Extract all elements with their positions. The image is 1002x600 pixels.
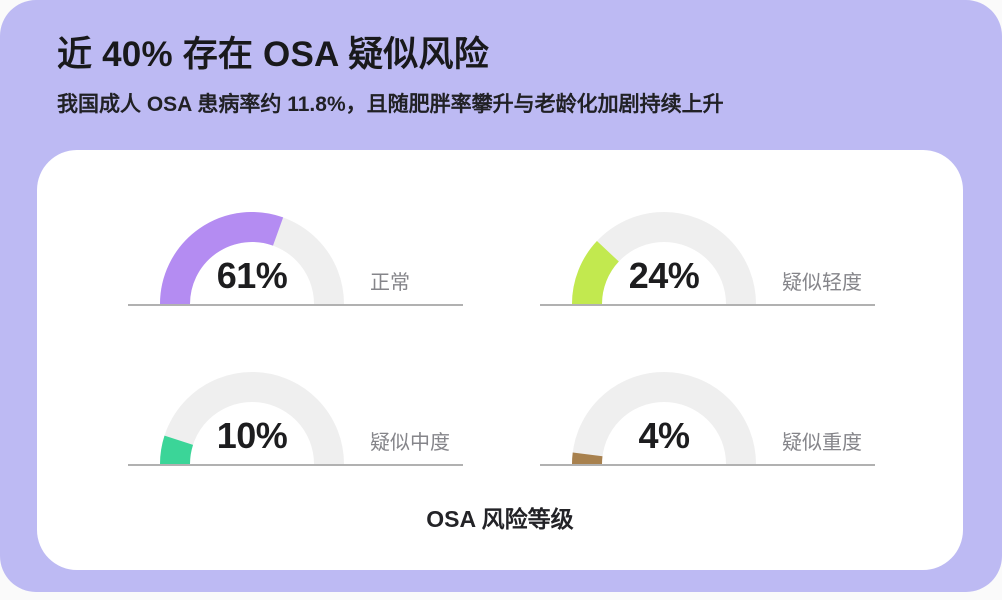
gauge-label: 疑似重度	[782, 432, 862, 454]
chart-caption: OSA 风险等级	[426, 506, 574, 532]
gauge-value: 61%	[216, 255, 288, 296]
gauge-arc-suspected-mild	[572, 212, 756, 304]
page-title: 近 40% 存在 OSA 疑似风险	[57, 35, 489, 74]
gauge-value: 24%	[628, 255, 700, 296]
gauge-label: 疑似中度	[370, 432, 450, 454]
gauge-value: 10%	[216, 415, 288, 456]
gauge-label: 正常	[370, 272, 410, 294]
gauge-arc-suspected-severe	[572, 372, 756, 464]
gauge-unit-suspected-moderate: 10% 疑似中度	[128, 372, 463, 466]
page-subtitle: 我国成人 OSA 患病率约 11.8%，且随肥胖率攀升与老龄化加剧持续上升	[57, 93, 724, 116]
gauge-arc-normal	[160, 212, 344, 304]
gauge-unit-suspected-severe: 4% 疑似重度	[540, 372, 875, 466]
gauge-card: 61% 正常 24% 疑似轻度 10% 疑似中度 4% 疑似重度 OSA 风险等…	[37, 150, 963, 570]
gauge-arc-suspected-moderate	[160, 372, 344, 464]
gauge-value: 4%	[638, 415, 690, 456]
panel-header: 近 40% 存在 OSA 疑似风险 我国成人 OSA 患病率约 11.8%，且随…	[0, 0, 1002, 118]
gauge-unit-normal: 61% 正常	[128, 212, 463, 306]
gauge-label: 疑似轻度	[782, 272, 862, 294]
gauge-unit-suspected-mild: 24% 疑似轻度	[540, 212, 875, 306]
